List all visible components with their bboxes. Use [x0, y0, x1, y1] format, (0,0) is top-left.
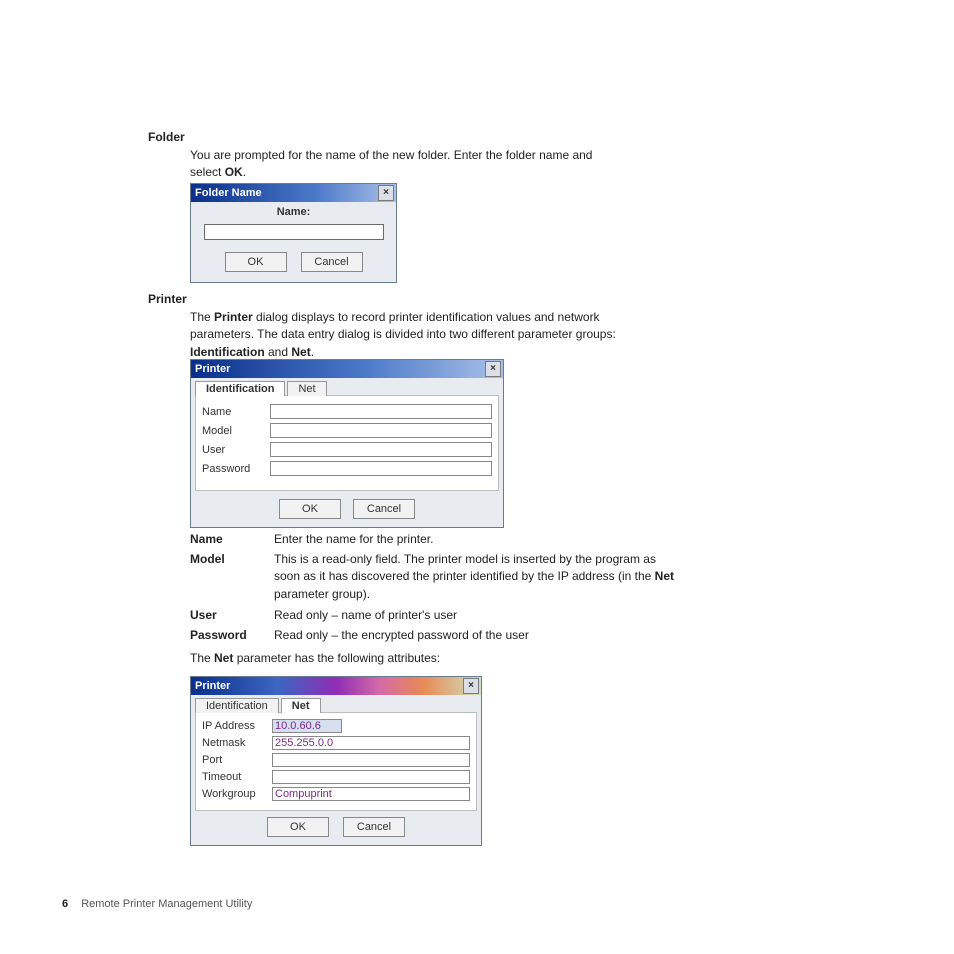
pid-label-model: Model — [202, 425, 270, 437]
close-icon[interactable]: × — [463, 678, 479, 694]
close-icon[interactable]: × — [485, 361, 501, 377]
printer-text-mid: dialog displays to record printer identi… — [190, 310, 616, 341]
pnet-label-ip: IP Address — [202, 720, 272, 732]
pnet-input-netmask[interactable] — [272, 736, 470, 750]
desc-text-password: Read only – the encrypted password of th… — [274, 627, 674, 644]
tab-net[interactable]: Net — [281, 698, 321, 713]
printer-text-bold2: Identification — [190, 345, 265, 359]
printer-net-titlebar: Printer × — [191, 677, 481, 695]
page-number: 6 — [62, 898, 68, 910]
net-sentence-prefix: The — [190, 651, 214, 665]
net-sentence-suffix: parameter has the following attributes: — [233, 651, 440, 665]
desc-label-user: User — [190, 607, 274, 624]
folder-name-label: Name: — [199, 206, 388, 218]
folder-dialog-title: Folder Name — [195, 187, 262, 199]
desc-label-model: Model — [190, 551, 274, 603]
printer-net-dialog: Printer × Identification Net IP Address … — [190, 676, 482, 846]
printer-text-suffix: . — [311, 345, 314, 359]
folder-description: You are prompted for the name of the new… — [190, 147, 610, 182]
pnet-label-port: Port — [202, 754, 272, 766]
cancel-button[interactable]: Cancel — [353, 499, 415, 519]
desc-model-bold: Net — [655, 569, 674, 583]
printer-id-tabbar: Identification Net — [191, 378, 503, 395]
pid-input-user[interactable] — [270, 442, 492, 457]
pid-label-password: Password — [202, 463, 270, 475]
pnet-input-timeout[interactable] — [272, 770, 470, 784]
pnet-label-workgroup: Workgroup — [202, 788, 272, 800]
printer-description: The Printer dialog displays to record pr… — [190, 309, 630, 361]
cancel-button[interactable]: Cancel — [343, 817, 405, 837]
page-footer: 6 Remote Printer Management Utility — [62, 898, 252, 910]
printer-net-tabbar: Identification Net — [191, 695, 481, 712]
pnet-input-ip[interactable] — [272, 719, 342, 733]
printer-id-title: Printer — [195, 363, 230, 375]
pid-label-user: User — [202, 444, 270, 456]
desc-model-suffix: parameter group). — [274, 587, 370, 601]
folder-text-prefix: You are prompted for the name of the new… — [190, 148, 592, 179]
pid-input-password[interactable] — [270, 461, 492, 476]
printer-text-bold1: Printer — [214, 310, 253, 324]
pnet-label-netmask: Netmask — [202, 737, 272, 749]
cancel-button[interactable]: Cancel — [301, 252, 363, 272]
folder-name-input[interactable] — [204, 224, 384, 240]
printer-id-dialog: Printer × Identification Net Name Model … — [190, 359, 504, 528]
ok-button[interactable]: OK — [279, 499, 341, 519]
tab-identification[interactable]: Identification — [195, 698, 279, 713]
folder-text-bold: OK — [225, 165, 243, 179]
desc-label-password: Password — [190, 627, 274, 644]
printer-text-bold3: Net — [291, 345, 310, 359]
pnet-input-workgroup[interactable] — [272, 787, 470, 801]
pid-input-name[interactable] — [270, 404, 492, 419]
pid-input-model[interactable] — [270, 423, 492, 438]
net-sentence-bold: Net — [214, 651, 233, 665]
printer-id-titlebar: Printer × — [191, 360, 503, 378]
desc-label-name: Name — [190, 531, 274, 548]
printer-text-and: and — [265, 345, 292, 359]
tab-net[interactable]: Net — [287, 381, 326, 396]
pid-label-name: Name — [202, 406, 270, 418]
ok-button[interactable]: OK — [267, 817, 329, 837]
pnet-input-port[interactable] — [272, 753, 470, 767]
folder-titlebar: Folder Name × — [191, 184, 396, 202]
printer-net-title: Printer — [195, 680, 230, 692]
desc-text-user: Read only – name of printer's user — [274, 607, 674, 624]
ok-button[interactable]: OK — [225, 252, 287, 272]
net-sentence: The Net parameter has the following attr… — [190, 650, 630, 667]
printer-text-prefix: The — [190, 310, 214, 324]
desc-model-prefix: This is a read-only field. The printer m… — [274, 552, 656, 583]
heading-printer: Printer — [148, 292, 187, 306]
folder-text-suffix: . — [243, 165, 246, 179]
desc-text-name: Enter the name for the printer. — [274, 531, 674, 548]
doc-title: Remote Printer Management Utility — [81, 898, 252, 910]
close-icon[interactable]: × — [378, 185, 394, 201]
heading-folder: Folder — [148, 130, 185, 144]
desc-text-model: This is a read-only field. The printer m… — [274, 551, 674, 603]
pnet-label-timeout: Timeout — [202, 771, 272, 783]
folder-name-dialog: Folder Name × Name: OK Cancel — [190, 183, 397, 283]
tab-identification[interactable]: Identification — [195, 381, 285, 396]
